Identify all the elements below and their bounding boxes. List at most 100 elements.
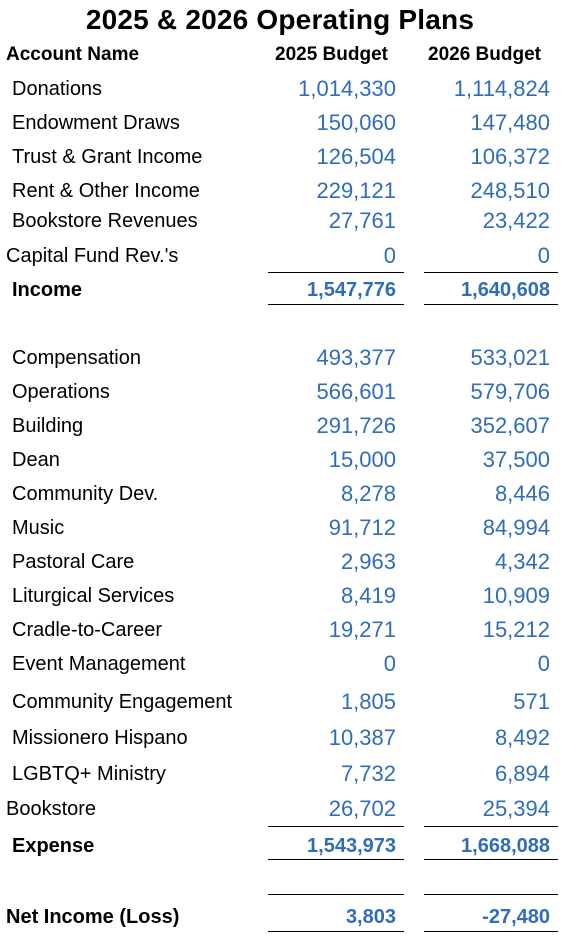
budget-2026-value: 6,894 <box>494 761 550 786</box>
table-row: Building 291,726 352,607 <box>0 413 572 445</box>
budget-2026-value: 23,422 <box>482 208 550 233</box>
budget-2025-value: 91,712 <box>328 515 396 540</box>
budget-2025-value: 229,121 <box>316 178 396 203</box>
account-label: Missionero Hispano <box>12 727 188 749</box>
table-row: Endowment Draws 150,060 147,480 <box>0 110 572 142</box>
budget-2026-value: 579,706 <box>470 379 550 404</box>
net-top-rule <box>424 894 558 895</box>
budget-2026-value: 533,021 <box>470 345 550 370</box>
budget-2026-value: 0 <box>537 651 550 676</box>
budget-2026-header: 2026 Budget <box>428 44 541 65</box>
budget-2025-value: 566,601 <box>316 379 396 404</box>
account-label: Bookstore Revenues <box>12 210 198 232</box>
budget-2026-value: 4,342 <box>494 549 550 574</box>
budget-2025-value: 8,419 <box>340 583 396 608</box>
account-label: Dean <box>12 449 60 471</box>
budget-2026-value: 37,500 <box>482 447 550 472</box>
budget-2025-value: 0 <box>383 243 396 268</box>
total-rule <box>424 304 558 305</box>
budget-2025-value: 15,000 <box>328 447 396 472</box>
subtotal-rule <box>424 272 558 273</box>
income-total-label: Income <box>12 279 83 301</box>
table-row: Pastoral Care 2,963 4,342 <box>0 549 572 581</box>
account-label: Cradle-to-Career <box>12 619 163 641</box>
expense-total-row: Expense 1,543,973 1,668,088 <box>0 835 572 865</box>
table-row: Rent & Other Income 229,121 248,510 <box>0 178 572 210</box>
subtotal-rule <box>424 826 558 827</box>
expense-total-label: Expense <box>12 835 95 857</box>
table-row: Operations 566,601 579,706 <box>0 379 572 411</box>
page-title: 2025 & 2026 Operating Plans <box>85 4 475 35</box>
budget-2026-value: 84,994 <box>482 515 550 540</box>
net-income-row: Net Income (Loss) 3,803 -27,480 <box>0 906 572 936</box>
account-label: Event Management <box>12 653 186 675</box>
budget-2026-value: 248,510 <box>470 178 550 203</box>
account-label: Community Dev. <box>12 483 159 505</box>
account-label: Building <box>12 415 84 437</box>
account-label: Rent & Other Income <box>12 180 200 202</box>
budget-2025-value: 0 <box>383 651 396 676</box>
account-label: Operations <box>12 381 110 403</box>
budget-2025-value: 2,963 <box>340 549 396 574</box>
budget-2026-value: 25,394 <box>482 796 550 821</box>
table-row: Bookstore 26,702 25,394 <box>0 796 572 828</box>
budget-2026-value: 571 <box>513 689 550 714</box>
expense-total-2026: 1,668,088 <box>461 835 550 857</box>
budget-2026-value: 352,607 <box>470 413 550 438</box>
account-label: Compensation <box>12 347 141 369</box>
net-top-rule <box>268 894 404 895</box>
table-row: Community Dev. 8,278 8,446 <box>0 481 572 513</box>
account-label: Liturgical Services <box>12 585 175 607</box>
net-income-2026: -27,480 <box>482 906 550 928</box>
budget-2025-value: 8,278 <box>340 481 396 506</box>
budget-2025-value: 19,271 <box>328 617 396 642</box>
budget-2025-value: 10,387 <box>328 725 396 750</box>
account-label: Community Engagement <box>12 691 233 713</box>
total-rule <box>424 859 558 860</box>
budget-2026-value: 1,114,824 <box>453 76 550 101</box>
table-row: Cradle-to-Career 19,271 15,212 <box>0 617 572 649</box>
account-label: Bookstore <box>6 798 97 820</box>
account-label: Capital Fund Rev.'s <box>6 245 179 267</box>
budget-2025-header: 2025 Budget <box>275 44 388 65</box>
table-row: Bookstore Revenues 27,761 23,422 <box>0 208 572 240</box>
account-label: Trust & Grant Income <box>12 146 203 168</box>
expense-total-2025: 1,543,973 <box>307 835 396 857</box>
income-total-row: Income 1,547,776 1,640,608 <box>0 279 572 309</box>
budget-2026-value: 10,909 <box>482 583 550 608</box>
income-total-2026: 1,640,608 <box>461 279 550 301</box>
table-row: Donations 1,014,330 1,114,824 <box>0 76 572 108</box>
table-row: Liturgical Services 8,419 10,909 <box>0 583 572 615</box>
account-name-header: Account Name <box>6 44 140 65</box>
account-label: Endowment Draws <box>12 112 180 134</box>
budget-2025-value: 493,377 <box>316 345 396 370</box>
table-row: Community Engagement 1,805 571 <box>0 689 572 721</box>
account-label: Donations <box>12 78 103 100</box>
budget-2025-value: 126,504 <box>316 144 396 169</box>
table-row: Compensation 493,377 533,021 <box>0 345 572 377</box>
table-row: LGBTQ+ Ministry 7,732 6,894 <box>0 761 572 793</box>
budget-2025-value: 26,702 <box>328 796 396 821</box>
budget-2026-value: 147,480 <box>470 110 550 135</box>
budget-2025-value: 1,014,330 <box>298 76 396 101</box>
table-row: Capital Fund Rev.'s 0 0 <box>0 243 572 275</box>
table-row: Dean 15,000 37,500 <box>0 447 572 479</box>
total-rule <box>268 304 404 305</box>
table-row: Missionero Hispano 10,387 8,492 <box>0 725 572 757</box>
net-income-2025: 3,803 <box>345 906 396 928</box>
budget-2025-value: 7,732 <box>340 761 396 786</box>
net-income-label: Net Income (Loss) <box>6 906 180 928</box>
budget-2026-value: 15,212 <box>482 617 550 642</box>
income-total-2025: 1,547,776 <box>307 279 396 301</box>
budget-2026-value: 0 <box>537 243 550 268</box>
account-label: Pastoral Care <box>12 551 135 573</box>
table-row: Trust & Grant Income 126,504 106,372 <box>0 144 572 176</box>
table-row: Event Management 0 0 <box>0 651 572 683</box>
budget-2025-value: 150,060 <box>316 110 396 135</box>
account-label: Music <box>12 517 65 539</box>
subtotal-rule <box>268 272 404 273</box>
subtotal-rule <box>268 826 404 827</box>
budget-2025-value: 1,805 <box>340 689 396 714</box>
budget-2025-value: 291,726 <box>316 413 396 438</box>
budget-2026-value: 8,446 <box>494 481 550 506</box>
